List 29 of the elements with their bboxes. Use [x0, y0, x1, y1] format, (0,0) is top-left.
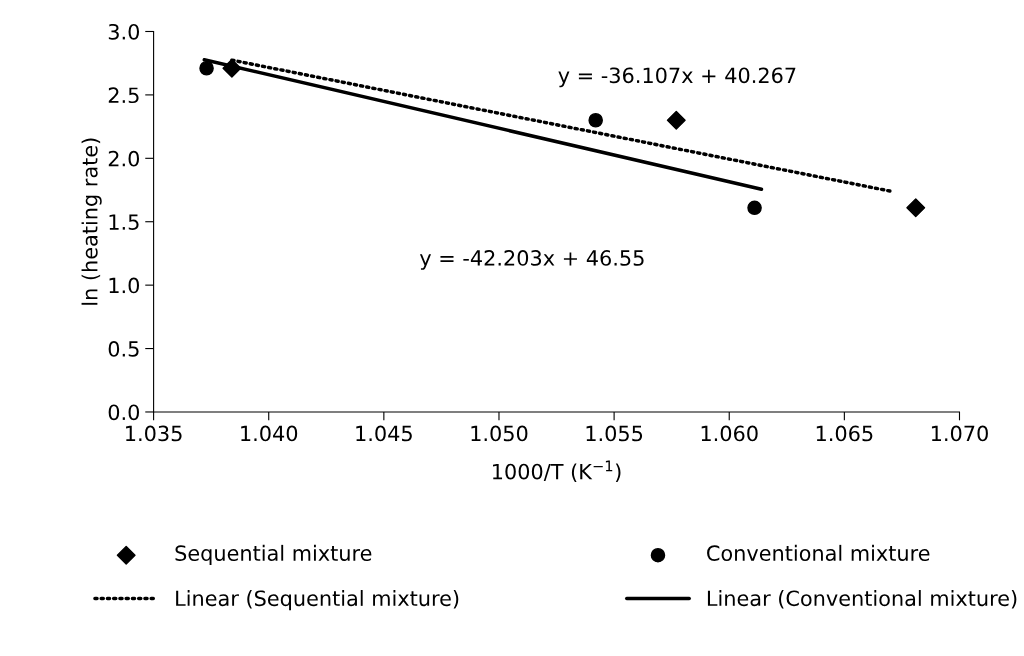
x-tick-label: 1.060 — [701, 425, 758, 442]
x-tick-label: 1.070 — [931, 425, 988, 442]
y-tick-label: 3.0 — [108, 23, 140, 40]
point — [906, 198, 926, 218]
x-axis-title: 1000/T (K$^{−1}$) — [493, 460, 621, 482]
x-tick-label: 1.045 — [356, 425, 412, 442]
point — [199, 60, 214, 76]
annotation: y = -42.203x + 46.55 — [419, 250, 644, 270]
y-axis-title: ln (heating rate) — [81, 138, 102, 305]
y-tick-label: 1.0 — [109, 277, 140, 294]
x-tick-label: 1.035 — [126, 425, 182, 442]
legend-label: Sequential mixture — [175, 544, 372, 566]
y-tick-label: 1.5 — [109, 214, 139, 230]
point — [222, 58, 242, 78]
x-tick-label: 1.050 — [471, 425, 528, 442]
annotation: y = -36.107x + 40.267 — [558, 67, 796, 88]
y-tick-label: 0.5 — [108, 341, 139, 357]
x-tick-label: 1.055 — [586, 425, 643, 442]
y-tick-label: 2.0 — [108, 150, 140, 167]
y-tick-label: 0.0 — [108, 404, 140, 421]
point — [588, 112, 603, 128]
x-tick-label: 1.065 — [816, 425, 873, 442]
legend-label: Linear (Conventional mixture) — [707, 590, 1017, 609]
point — [747, 200, 762, 216]
point — [666, 110, 686, 130]
x-tick-label: 1.040 — [241, 425, 298, 442]
legend-label: Linear (Sequential mixture) — [176, 590, 459, 611]
y-tick-label: 2.5 — [108, 87, 139, 104]
legend-label: Conventional mixture — [707, 544, 930, 561]
